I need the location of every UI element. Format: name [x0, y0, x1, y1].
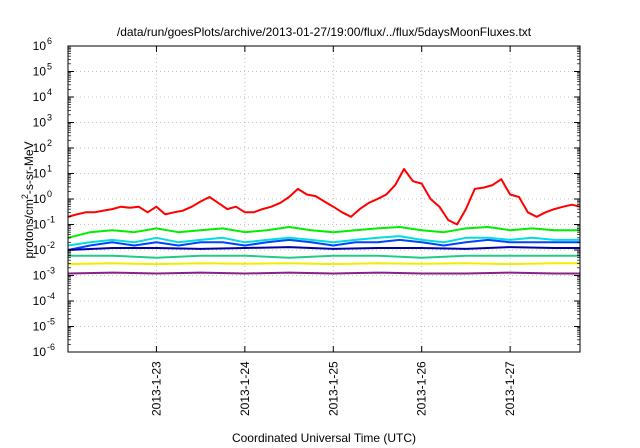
- y-tick-label-exponent: -1: [47, 215, 55, 225]
- y-tick-label: 10: [33, 167, 47, 181]
- chart-title: /data/run/goesPlots/archive/2013-01-27/1…: [117, 25, 532, 39]
- x-axis-ticks: 2013-1-23 2013-1-24 2013-1-25 2013-1-26 2013…: [149, 46, 517, 416]
- y-tick-label-exponent: 4: [47, 87, 52, 97]
- y-axis-label-superscript: 2: [20, 194, 30, 199]
- y-tick-label-exponent: -6: [47, 342, 55, 352]
- series-line-5: [67, 246, 580, 251]
- y-tick-label-exponent: -4: [47, 291, 55, 301]
- x-tick-label: 2013-1-25: [326, 361, 340, 416]
- y-tick-label: 10: [33, 218, 47, 232]
- y-axis-ticks: 10 -610 -510 -410 -310 -210 -110 010 110 210 310 41…: [33, 36, 580, 359]
- y-tick-label: 10: [33, 39, 47, 53]
- y-tick-label: 10: [33, 65, 47, 79]
- series-line-4: [67, 238, 580, 251]
- y-tick-label-exponent: 0: [47, 189, 52, 199]
- series-group: [67, 168, 581, 275]
- y-tick-label: 10: [33, 320, 47, 334]
- y-tick-label: 10: [33, 192, 47, 206]
- y-tick-label-exponent: 1: [47, 164, 52, 174]
- x-tick-label: 2013-1-23: [149, 361, 163, 416]
- y-tick-label-exponent: 6: [47, 36, 52, 46]
- y-tick-label: 10: [33, 90, 47, 104]
- y-tick-label: 10: [33, 116, 47, 130]
- y-axis-label-main: protons/cm: [22, 199, 36, 258]
- x-tick-label: 2013-1-27: [503, 361, 517, 416]
- x-tick-label: 2013-1-24: [238, 361, 252, 416]
- y-tick-label: 10: [33, 269, 47, 283]
- y-tick-label: 10: [33, 294, 47, 308]
- y-tick-label-exponent: -3: [47, 266, 55, 276]
- y-tick-label-exponent: 2: [47, 138, 52, 148]
- series-line-2: [67, 226, 580, 239]
- y-tick-label: 10: [33, 141, 47, 155]
- x-tick-label: 2013-1-26: [415, 361, 429, 416]
- y-tick-label-exponent: 5: [47, 62, 52, 72]
- grid: [68, 46, 580, 352]
- y-tick-label-exponent: 3: [47, 113, 52, 123]
- series-line-3: [67, 235, 580, 247]
- y-tick-label: 10: [33, 243, 47, 257]
- y-tick-label: 10: [33, 345, 47, 359]
- series-line-6: [68, 254, 580, 259]
- y-tick-label-exponent: -5: [47, 317, 55, 327]
- x-axis-label: Coordinated Universal Time (UTC): [232, 431, 416, 445]
- series-line-7: [67, 262, 580, 266]
- series-line-8: [67, 271, 580, 275]
- y-axis-label: protons/cm2-s-sr-MeV: [20, 141, 36, 258]
- y-axis-label-rest: -s-sr-MeV: [22, 141, 36, 194]
- series-line-1: [67, 168, 581, 226]
- y-tick-label-exponent: -2: [47, 240, 55, 250]
